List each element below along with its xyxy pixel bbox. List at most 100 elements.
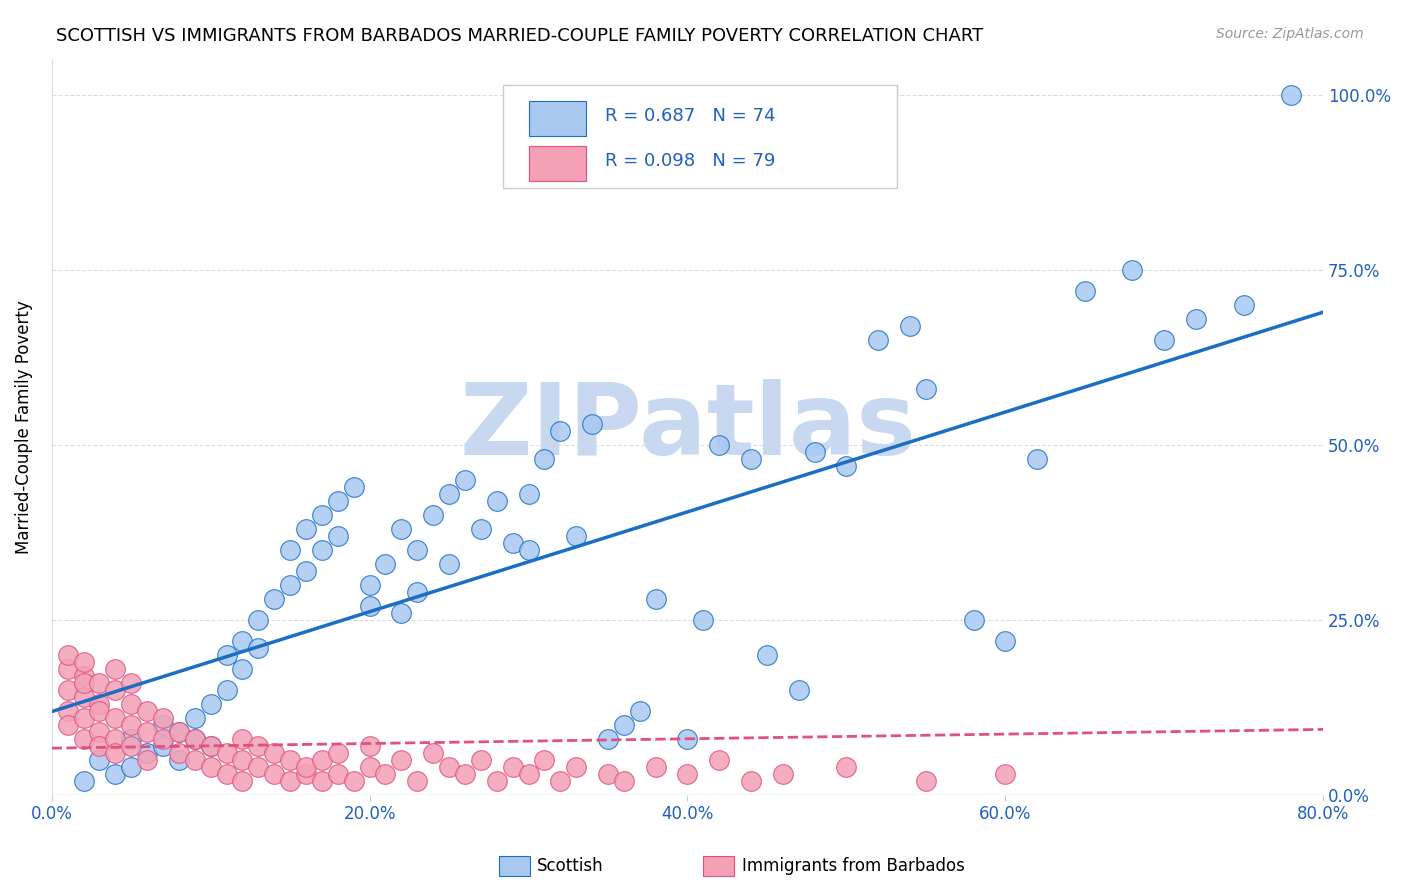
Point xyxy=(295,522,318,536)
Point xyxy=(136,753,159,767)
Point xyxy=(644,591,666,606)
Point xyxy=(263,746,285,760)
Point xyxy=(835,760,858,774)
Point xyxy=(389,606,412,620)
Point xyxy=(200,697,222,711)
Point xyxy=(89,704,111,718)
Point xyxy=(247,613,270,627)
Point xyxy=(200,739,222,753)
Point xyxy=(1153,333,1175,347)
Text: Scottish: Scottish xyxy=(537,857,603,875)
Point xyxy=(1121,262,1143,277)
Point xyxy=(56,718,79,732)
Text: Source: ZipAtlas.com: Source: ZipAtlas.com xyxy=(1216,27,1364,41)
Point xyxy=(72,690,94,704)
Point xyxy=(263,591,285,606)
Point xyxy=(581,417,603,431)
Point xyxy=(278,542,301,557)
Point xyxy=(326,529,349,543)
Point xyxy=(167,725,190,739)
Point xyxy=(709,753,731,767)
Point xyxy=(374,767,396,781)
Point xyxy=(326,494,349,508)
Point xyxy=(104,662,127,676)
Point xyxy=(278,774,301,789)
Point xyxy=(422,508,444,522)
Text: Immigrants from Barbados: Immigrants from Barbados xyxy=(742,857,966,875)
Point xyxy=(263,767,285,781)
Point xyxy=(311,542,333,557)
Point xyxy=(533,451,555,466)
Point xyxy=(89,739,111,753)
Point xyxy=(184,711,207,725)
Point xyxy=(1279,87,1302,102)
Point xyxy=(502,536,524,550)
Point xyxy=(89,753,111,767)
Point xyxy=(120,739,142,753)
Point xyxy=(359,760,381,774)
Point xyxy=(406,774,429,789)
Point xyxy=(359,578,381,592)
Text: R = 0.687   N = 74: R = 0.687 N = 74 xyxy=(605,107,775,125)
Point xyxy=(247,760,270,774)
Point xyxy=(167,725,190,739)
Point xyxy=(120,676,142,690)
Point xyxy=(200,739,222,753)
Point xyxy=(1026,451,1049,466)
Point xyxy=(565,529,588,543)
Point xyxy=(152,718,174,732)
Point xyxy=(550,424,572,438)
Point xyxy=(184,732,207,747)
Point xyxy=(343,774,366,789)
Point xyxy=(295,767,318,781)
Point xyxy=(437,760,460,774)
Point xyxy=(311,753,333,767)
FancyBboxPatch shape xyxy=(503,86,897,188)
Point xyxy=(215,683,238,698)
Point xyxy=(152,739,174,753)
Point xyxy=(56,683,79,698)
Point xyxy=(231,753,253,767)
Point xyxy=(454,767,477,781)
Text: SCOTTISH VS IMMIGRANTS FROM BARBADOS MARRIED-COUPLE FAMILY POVERTY CORRELATION C: SCOTTISH VS IMMIGRANTS FROM BARBADOS MAR… xyxy=(56,27,983,45)
Point xyxy=(136,746,159,760)
Point xyxy=(406,542,429,557)
Point xyxy=(247,640,270,655)
Point xyxy=(676,767,699,781)
Point xyxy=(359,739,381,753)
Point xyxy=(72,669,94,683)
Point xyxy=(437,487,460,501)
Point xyxy=(295,760,318,774)
Point xyxy=(406,585,429,599)
Point xyxy=(835,458,858,473)
Point xyxy=(231,662,253,676)
Point xyxy=(184,753,207,767)
Point xyxy=(120,718,142,732)
Point xyxy=(772,767,794,781)
Point xyxy=(89,725,111,739)
Point xyxy=(104,767,127,781)
Point xyxy=(215,767,238,781)
Point xyxy=(533,753,555,767)
Point xyxy=(72,774,94,789)
Point xyxy=(359,599,381,613)
Point xyxy=(152,711,174,725)
Point xyxy=(374,557,396,571)
Bar xyxy=(529,101,586,136)
Point xyxy=(231,732,253,747)
Point xyxy=(389,753,412,767)
Point xyxy=(72,676,94,690)
Point xyxy=(72,711,94,725)
Point xyxy=(136,725,159,739)
Point xyxy=(311,508,333,522)
Point xyxy=(136,704,159,718)
Point xyxy=(104,711,127,725)
Point xyxy=(231,634,253,648)
Point xyxy=(803,445,825,459)
Point xyxy=(550,774,572,789)
Point xyxy=(1074,284,1097,298)
Point xyxy=(485,774,508,789)
Point xyxy=(613,774,636,789)
Point xyxy=(868,333,890,347)
Point xyxy=(628,704,651,718)
